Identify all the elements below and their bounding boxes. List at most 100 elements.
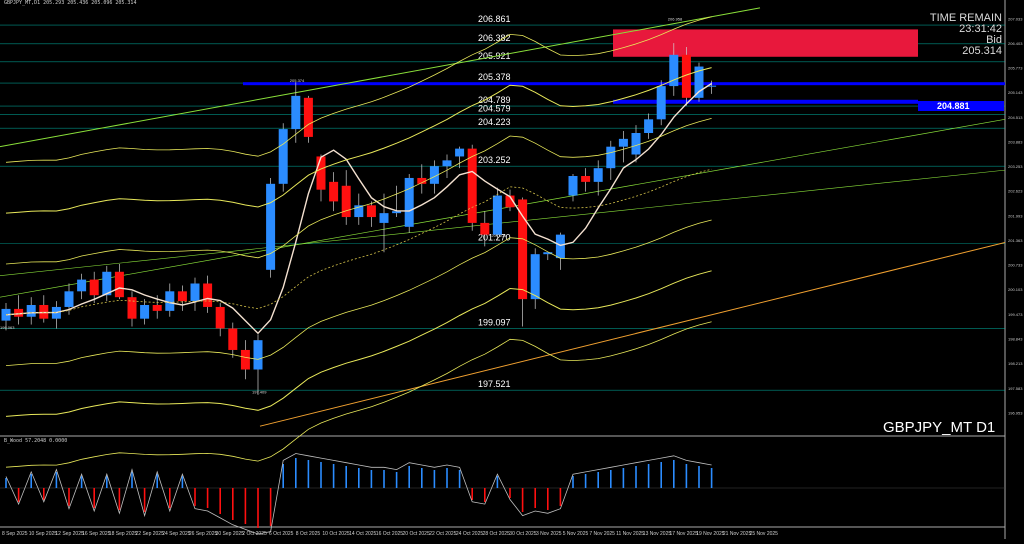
y-tick-label: 198.213 xyxy=(1008,361,1023,366)
x-tick-label: 10 Sep 2025 xyxy=(29,531,58,537)
y-tick-label: 203.253 xyxy=(1008,164,1023,169)
candle-body xyxy=(203,283,213,307)
candle-body xyxy=(278,129,288,184)
x-tick-label: 8 Sep 2025 xyxy=(2,531,28,537)
x-tick-label: 18 Sep 2025 xyxy=(109,531,138,537)
x-tick-label: 22 Sep 2025 xyxy=(136,531,165,537)
y-tick-label: 196.953 xyxy=(1008,410,1023,415)
candle-body xyxy=(492,195,502,235)
candle-body xyxy=(593,168,603,182)
marker-label: 199.063 xyxy=(0,325,15,330)
y-tick-label: 204.513 xyxy=(1008,115,1023,120)
x-tick-label: 7 Nov 2025 xyxy=(589,531,615,537)
level-line-label: 205.921 xyxy=(478,51,511,61)
bid-label: Bid xyxy=(986,34,1002,46)
x-tick-label: 17 Nov 2025 xyxy=(670,531,699,537)
x-tick-label: 24 Oct 2025 xyxy=(456,531,483,537)
candle-body xyxy=(102,271,112,296)
candle-body xyxy=(644,119,654,133)
bollinger-upper-1 xyxy=(5,67,712,214)
x-tick-label: 28 Oct 2025 xyxy=(483,531,510,537)
candle-body xyxy=(165,291,175,311)
candle-body xyxy=(140,305,150,319)
x-tick-label: 30 Oct 2025 xyxy=(509,531,536,537)
current-price-highlight xyxy=(918,101,1004,111)
y-tick-label: 199.473 xyxy=(1008,312,1023,317)
y-tick-label: 206.403 xyxy=(1008,41,1023,46)
candle-body xyxy=(240,349,250,370)
y-tick-label: 202.623 xyxy=(1008,189,1023,194)
x-tick-label: 16 Sep 2025 xyxy=(82,531,111,537)
candle-body xyxy=(64,291,74,307)
marker-label: 205.374 xyxy=(290,78,305,83)
x-tick-label: 22 Oct 2025 xyxy=(429,531,456,537)
candle-body xyxy=(555,234,565,259)
bollinger-upper-2 xyxy=(5,118,712,265)
time-remain-value: 23:31:42 xyxy=(959,23,1002,35)
x-tick-label: 3 Nov 2025 xyxy=(536,531,562,537)
x-tick-label: 13 Nov 2025 xyxy=(643,531,672,537)
candle-body xyxy=(656,86,666,120)
bid-value: 205.314 xyxy=(962,45,1002,57)
current-price-box-label: 204.881 xyxy=(937,101,970,111)
x-tick-label: 6 Oct 2025 xyxy=(269,531,294,537)
support-blue-line xyxy=(613,99,918,104)
marker-label: 206.958 xyxy=(668,16,683,21)
candle-body xyxy=(681,54,691,98)
y-tick-label: 203.883 xyxy=(1008,139,1023,144)
level-line-label: 206.861 xyxy=(478,14,511,24)
x-tick-label: 21 Nov 2025 xyxy=(723,531,752,537)
candle-body xyxy=(89,279,99,296)
trend-line-green-upper xyxy=(0,7,761,148)
level-line-label: 204.579 xyxy=(478,103,511,113)
candle-body xyxy=(14,308,24,317)
x-tick-label: 16 Oct 2025 xyxy=(376,531,403,537)
x-tick-label: 10 Oct 2025 xyxy=(322,531,349,537)
candle-body xyxy=(366,205,376,218)
candle-body xyxy=(505,195,515,208)
x-tick-label: 2 Oct 2025 xyxy=(242,531,267,537)
level-line-label: 206.382 xyxy=(478,33,511,43)
window-info-header: GBPJPY_MT,D1 205.293 205.436 205.096 205… xyxy=(4,0,137,6)
candle-body xyxy=(518,199,528,300)
candle-body xyxy=(341,185,351,218)
candle-body xyxy=(316,156,326,190)
candle-body xyxy=(152,305,162,311)
level-line-label: 203.252 xyxy=(478,155,511,165)
x-tick-label: 20 Oct 2025 xyxy=(403,531,430,537)
candle-body xyxy=(631,133,641,155)
y-tick-label: 200.103 xyxy=(1008,287,1023,292)
candle-body xyxy=(26,305,36,317)
candle-body xyxy=(694,66,704,98)
candle-body xyxy=(177,291,187,302)
y-tick-label: 200.733 xyxy=(1008,263,1023,268)
marker-label: 197.409 xyxy=(252,390,267,395)
candle-body xyxy=(190,283,200,302)
candle-body xyxy=(606,146,616,169)
candle-body xyxy=(266,183,276,270)
candle-body xyxy=(253,340,263,370)
candle-body xyxy=(480,222,490,235)
candle-body xyxy=(329,181,339,202)
candle-body xyxy=(669,54,679,87)
candle-body xyxy=(39,305,49,319)
y-tick-label: 197.583 xyxy=(1008,386,1023,391)
y-tick-label: 207.033 xyxy=(1008,16,1023,21)
bollinger-lower-1 xyxy=(5,270,712,417)
y-tick-label: 205.143 xyxy=(1008,90,1023,95)
trend-line-orange xyxy=(259,241,1006,427)
trend-line-green-low xyxy=(0,169,1006,276)
ma-dotted-line xyxy=(5,168,712,316)
candle-body xyxy=(354,205,364,218)
candle-body xyxy=(568,176,578,196)
y-tick-label: 201.993 xyxy=(1008,213,1023,218)
level-line-label: 204.789 xyxy=(478,95,511,105)
moving-average-line xyxy=(5,82,712,335)
candle-body xyxy=(114,271,124,298)
candle-body xyxy=(581,176,591,182)
symbol-timeframe-label: GBPJPY_MT D1 xyxy=(883,419,996,436)
candle-body xyxy=(404,177,414,227)
level-line-label: 199.097 xyxy=(478,318,511,328)
